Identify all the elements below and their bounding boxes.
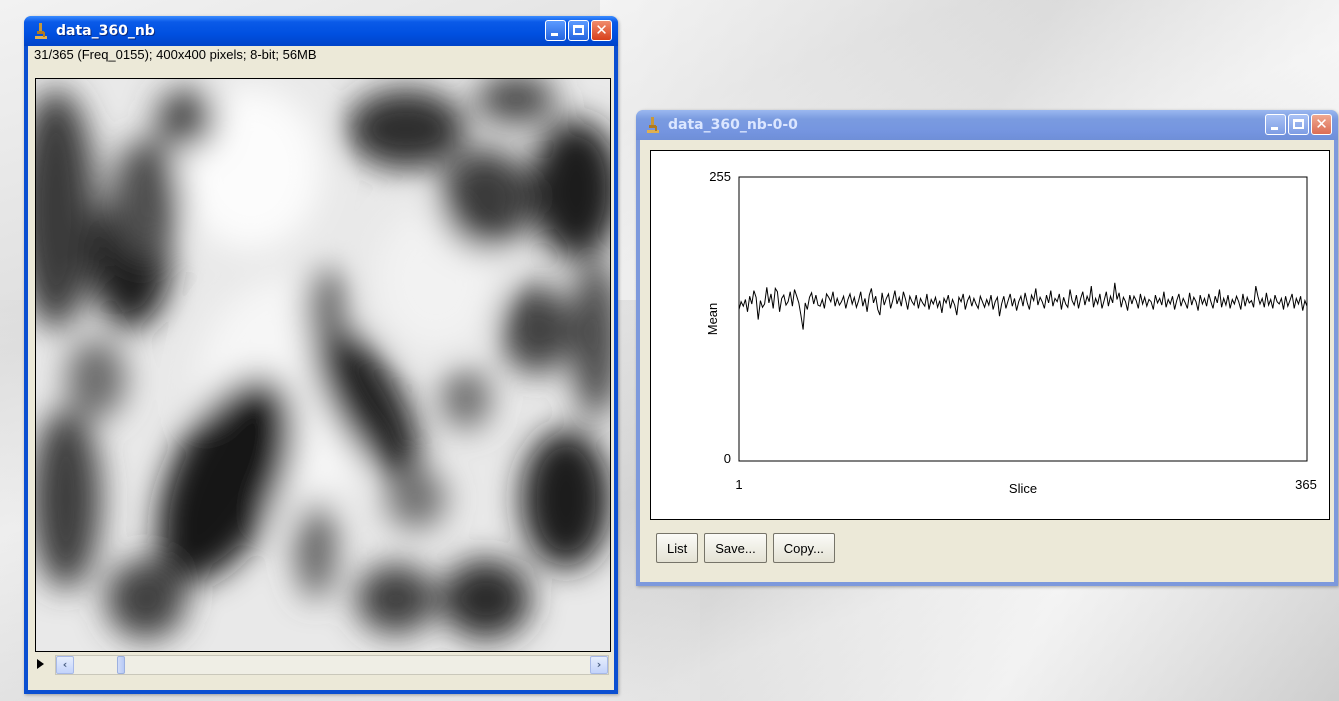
x-tick-label-max: 365 [1295,477,1317,492]
scroll-right-button[interactable]: › [590,656,608,674]
profile-plot: 255 0 1 365 Slice Mean [705,169,1317,496]
save-button[interactable]: Save... [704,533,767,563]
x-tick-label-min: 1 [735,477,742,492]
plot-window-title: data_360_nb-0-0 [668,117,798,133]
plot-window-client: 255 0 1 365 Slice Mean List Save... Copy… [640,140,1334,582]
scroll-thumb[interactable] [117,656,125,674]
scroll-left-button[interactable]: ‹ [56,656,74,674]
minimize-button[interactable] [1265,114,1286,135]
series-line-mean [738,282,1308,330]
maximize-icon [1293,119,1304,129]
slice-scroll-row: ‹ › [35,654,609,676]
plot-frame [738,176,1308,462]
slice-scrollbar[interactable]: ‹ › [55,655,609,675]
y-tick-label-min: 0 [724,451,731,466]
minimize-button[interactable] [545,20,566,41]
image-window: data_360_nb ✕ 31/365 (Freq_0155); 400x40… [24,16,618,694]
plot-buttons-row: List Save... Copy... [656,533,835,563]
microscope-icon [647,117,659,133]
maximize-icon [573,25,584,35]
close-icon: ✕ [1315,115,1328,133]
maximize-button[interactable] [568,20,589,41]
close-button[interactable]: ✕ [591,20,612,41]
copy-button[interactable]: Copy... [772,533,835,563]
plot-window-titlebar[interactable]: data_360_nb-0-0 ✕ [636,110,1338,140]
y-axis-label: Mean [705,303,720,336]
chevron-right-icon: › [596,658,602,671]
plot-panel: 255 0 1 365 Slice Mean [650,150,1330,520]
play-animation-icon[interactable] [37,659,44,669]
microscope-icon [35,23,47,39]
image-window-titlebar[interactable]: data_360_nb ✕ [24,16,618,46]
plot-window: data_360_nb-0-0 ✕ 255 0 1 365 Slice Mean… [636,110,1338,586]
x-axis-label: Slice [1009,481,1037,496]
list-button[interactable]: List [656,533,699,563]
chevron-left-icon: ‹ [62,658,68,671]
minimize-icon [551,33,558,36]
image-canvas[interactable] [35,78,611,652]
maximize-button[interactable] [1288,114,1309,135]
close-icon: ✕ [595,21,608,39]
image-window-title: data_360_nb [56,23,155,39]
image-window-client: 31/365 (Freq_0155); 400x400 pixels; 8-bi… [28,46,614,690]
grayscale-image [36,79,610,651]
y-tick-label-max: 255 [709,169,731,184]
close-button[interactable]: ✕ [1311,114,1332,135]
image-info-line: 31/365 (Freq_0155); 400x400 pixels; 8-bi… [34,47,317,62]
minimize-icon [1271,127,1278,130]
